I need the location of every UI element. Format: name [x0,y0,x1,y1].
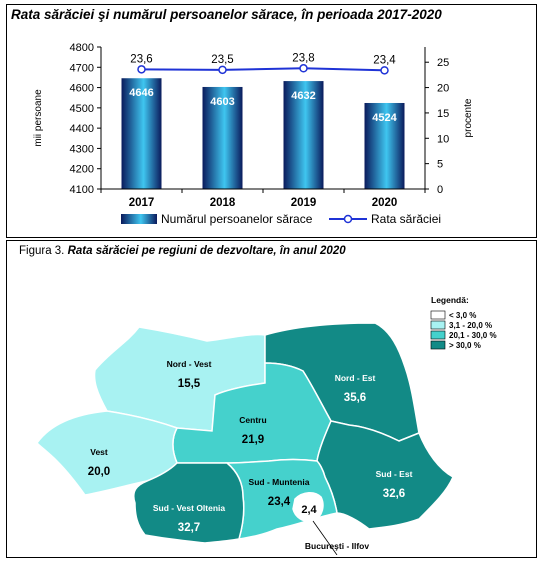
map-legend-swatch [430,330,446,340]
x-tick-label-2017: 2017 [129,197,155,209]
y2-tick-label-20: 20 [437,83,449,95]
bar-label-2018: 4603 [210,96,234,108]
x-tick-label-2020: 2020 [372,197,398,209]
region-value-nord-vest: 15,5 [178,378,201,390]
y-tick-label-4400: 4400 [70,123,94,135]
region-name-nord-est: Nord - Est [335,373,376,383]
rate-point-2020 [380,66,389,75]
map-legend-label: 3,1 - 20,0 % [449,321,492,330]
y2-tick-label-25: 25 [437,57,449,69]
bucuresti-leader-line [312,520,338,555]
region-value-vest: 20,0 [88,466,110,478]
region-name-sud-vest-oltenia: Sud - Vest Oltenia [153,503,226,513]
region-name-nord-vest: Nord - Vest [167,359,212,369]
bar-2020 [364,102,405,189]
region-value-nord-est: 35,6 [344,392,366,404]
y2-tick-label-15: 15 [437,108,449,120]
y-tick-label-4300: 4300 [70,143,94,155]
region-value-sud-vest-oltenia: 32,7 [178,522,200,534]
map-legend-swatch [430,320,446,330]
region-name-vest: Vest [90,447,108,457]
region-value-sud-est: 32,6 [383,488,405,500]
legend-label-bars: Numărul persoanelor sărace [161,212,313,226]
figure-label: Figura 3. [19,245,65,257]
map-title-text: Rata sărăciei pe regiuni de dezvoltare, … [67,245,346,257]
y-axis-label: mii persoane [33,89,44,147]
bar-label-2019: 4632 [291,90,315,102]
y-tick-label-4100: 4100 [70,184,94,196]
region-vest [36,410,179,496]
rate-point-2017 [137,65,146,74]
region-bucuresti-ilfov [292,492,324,523]
legend-swatch-bars [121,214,157,224]
region-name-bucuresti-ilfov: Bucureşti - Ilfov [305,541,370,551]
rate-point-2019 [299,64,308,73]
y2-tick-label-5: 5 [437,159,443,171]
x-tick-label-2019: 2019 [291,197,317,209]
legend-label-rate: Rata sărăciei [371,212,441,226]
map-legend-label: < 3,0 % [449,311,476,320]
map-legend-label: > 30,0 % [449,341,481,350]
region-name-sud-muntenia: Sud - Muntenia [249,477,310,487]
bar-label-2017: 4646 [129,87,153,99]
region-value-sud-muntenia: 23,4 [268,496,291,508]
regions-map: Nord - Vest 15,5 Nord - Est 35,6 Centru 21,9 V… [36,295,497,555]
region-sud-vest-oltenia [133,462,245,544]
rate-label-2020: 23,4 [373,54,396,66]
y-tick-label-4800: 4800 [70,42,94,54]
rate-label-2017: 23,6 [130,53,152,65]
y-tick-label-4200: 4200 [70,164,94,176]
map-legend-swatch [430,310,446,320]
poverty-rate-line [141,67,385,72]
x-tick-label-2018: 2018 [210,197,236,209]
bar-2017 [121,78,162,189]
y-tick-label-4600: 4600 [70,83,94,95]
y2-axis-label: procente [463,98,474,137]
map-legend-swatch [430,340,446,350]
poverty-combo-chart: 4646 4603 4632 4524 4100 4200 4300 4400 4500 460… [33,42,474,226]
chart-title: Rata sărăciei şi numărul persoanelor săr… [11,7,442,22]
legend-marker-rate [343,214,353,224]
region-value-centru: 21,9 [242,434,264,446]
poverty-chart-panel: Rata sărăciei şi numărul persoanelor săr… [6,4,537,238]
poverty-map-panel: Figura 3. Rata sărăciei pe regiuni de de… [6,240,537,558]
bar-label-2020: 4524 [372,112,397,124]
region-value-bucuresti-ilfov: 2,4 [301,504,317,516]
map-title: Figura 3. Rata sărăciei pe regiuni de de… [19,245,346,257]
y-tick-label-4700: 4700 [70,62,94,74]
y-tick-label-4500: 4500 [70,103,94,115]
rate-point-2018 [218,65,227,75]
region-name-sud-est: Sud - Est [376,469,413,479]
bar-2019 [283,81,324,189]
y2-tick-label-0: 0 [437,184,443,196]
region-name-centru: Centru [239,415,266,425]
map-legend-title: Legendă: [431,295,469,305]
y2-tick-label-10: 10 [437,133,449,145]
bar-2018 [202,86,243,189]
map-legend-label: 20,1 - 30,0 % [449,331,497,340]
rate-label-2019: 23,8 [292,52,314,64]
rate-label-2018: 23,5 [211,54,233,66]
